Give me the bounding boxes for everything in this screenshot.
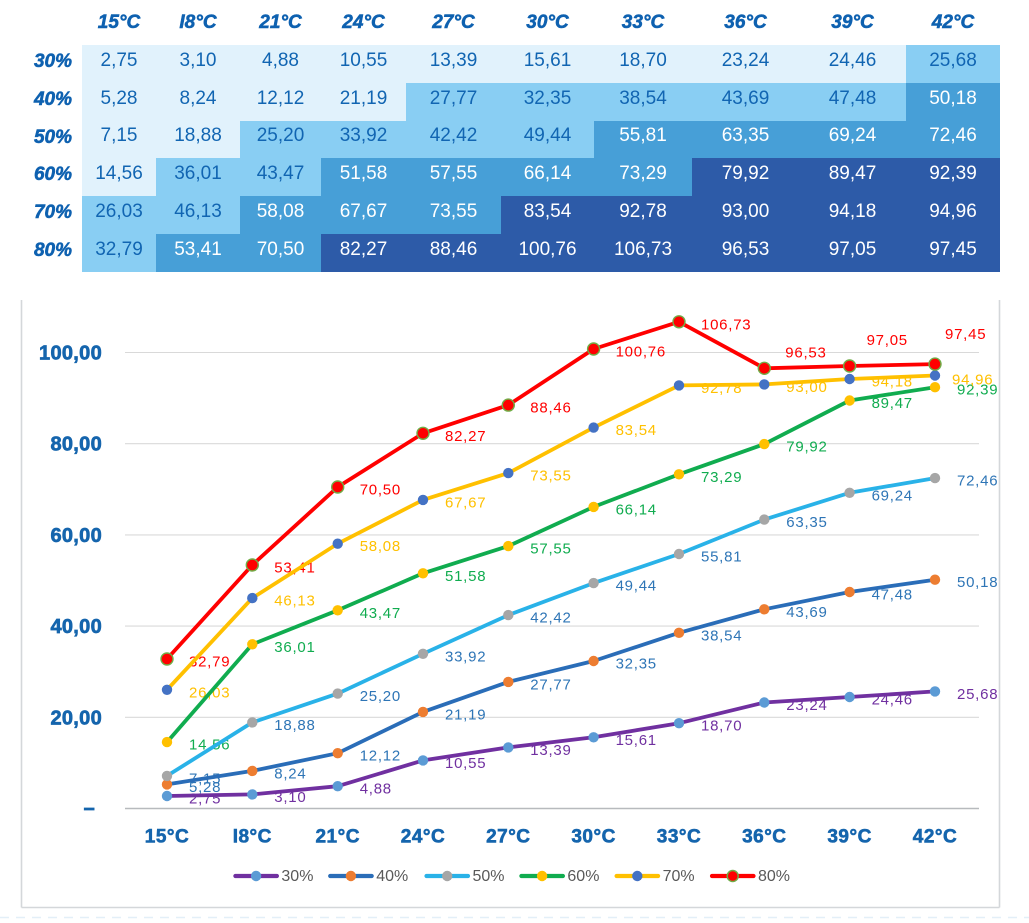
svg-text:40,00: 40,00 [50, 616, 102, 638]
svg-text:43,47: 43,47 [360, 605, 401, 622]
svg-text:92,39: 92,39 [957, 382, 998, 399]
svg-text:57,55: 57,55 [530, 541, 571, 558]
svg-text:8,24: 8,24 [274, 765, 306, 782]
svg-text:88,46: 88,46 [530, 400, 571, 417]
svg-text:36,01: 36,01 [274, 639, 315, 656]
svg-text:36°C: 36°C [742, 827, 786, 848]
svg-text:63,35: 63,35 [786, 514, 827, 531]
svg-text:50%: 50% [473, 868, 505, 885]
svg-text:96,53: 96,53 [785, 344, 826, 361]
svg-text:92,78: 92,78 [701, 380, 742, 397]
svg-text:43,69: 43,69 [786, 604, 827, 621]
svg-text:97,05: 97,05 [867, 332, 908, 349]
svg-text:4,88: 4,88 [360, 781, 392, 798]
svg-text:12,12: 12,12 [360, 748, 401, 765]
svg-text:15°C: 15°C [145, 827, 189, 848]
svg-text:55,81: 55,81 [701, 549, 742, 566]
svg-text:83,54: 83,54 [616, 422, 657, 439]
svg-text:49,44: 49,44 [616, 578, 657, 595]
svg-text:100,00: 100,00 [39, 343, 102, 365]
svg-text:24°C: 24°C [401, 827, 445, 848]
svg-text:5,28: 5,28 [189, 779, 221, 796]
svg-text:50,18: 50,18 [957, 574, 998, 591]
svg-text:33,92: 33,92 [445, 648, 486, 665]
svg-text:73,55: 73,55 [530, 468, 571, 485]
svg-text:13,39: 13,39 [530, 742, 571, 759]
svg-text:79,92: 79,92 [786, 439, 827, 456]
svg-text:70,50: 70,50 [360, 482, 401, 499]
svg-text:69,24: 69,24 [872, 487, 913, 504]
svg-text:15,61: 15,61 [616, 732, 657, 749]
svg-text:30°C: 30°C [571, 827, 615, 848]
svg-text:42,42: 42,42 [530, 610, 571, 627]
svg-text:42°C: 42°C [913, 827, 957, 848]
svg-text:21,19: 21,19 [445, 706, 486, 723]
svg-text:94,96: 94,96 [952, 372, 993, 389]
svg-text:39°C: 39°C [827, 827, 871, 848]
svg-text:82,27: 82,27 [445, 428, 486, 445]
svg-text:21°C: 21°C [315, 827, 359, 848]
svg-text:89,47: 89,47 [872, 395, 913, 412]
svg-text:106,73: 106,73 [701, 316, 751, 333]
svg-text:60,00: 60,00 [50, 525, 102, 547]
svg-text:58,08: 58,08 [360, 538, 401, 555]
svg-text:73,29: 73,29 [701, 469, 742, 486]
svg-text:32,35: 32,35 [616, 656, 657, 673]
svg-text:27,77: 27,77 [530, 676, 571, 693]
svg-text:18,88: 18,88 [274, 717, 315, 734]
svg-text:I8°C: I8°C [233, 827, 272, 848]
svg-text:25,68: 25,68 [957, 686, 998, 703]
svg-text:51,58: 51,58 [445, 568, 486, 585]
svg-text:33°C: 33°C [657, 827, 701, 848]
svg-text:27°C: 27°C [486, 827, 530, 848]
svg-text:38,54: 38,54 [701, 627, 742, 644]
svg-text:18,70: 18,70 [701, 718, 742, 735]
svg-text:–: – [84, 798, 95, 820]
svg-text:40%: 40% [376, 868, 408, 885]
svg-text:20,00: 20,00 [50, 707, 102, 729]
svg-text:60%: 60% [567, 868, 599, 885]
svg-text:10,55: 10,55 [445, 755, 486, 772]
svg-text:70%: 70% [663, 868, 695, 885]
svg-text:80,00: 80,00 [50, 434, 102, 456]
svg-text:72,46: 72,46 [957, 473, 998, 490]
svg-text:67,67: 67,67 [445, 494, 486, 511]
svg-text:47,48: 47,48 [872, 587, 913, 604]
svg-text:66,14: 66,14 [616, 501, 657, 518]
svg-text:25,20: 25,20 [360, 688, 401, 705]
svg-text:46,13: 46,13 [274, 593, 315, 610]
svg-text:100,76: 100,76 [616, 344, 666, 361]
svg-text:80%: 80% [758, 868, 790, 885]
svg-text:30%: 30% [281, 868, 313, 885]
svg-text:97,45: 97,45 [945, 326, 986, 343]
